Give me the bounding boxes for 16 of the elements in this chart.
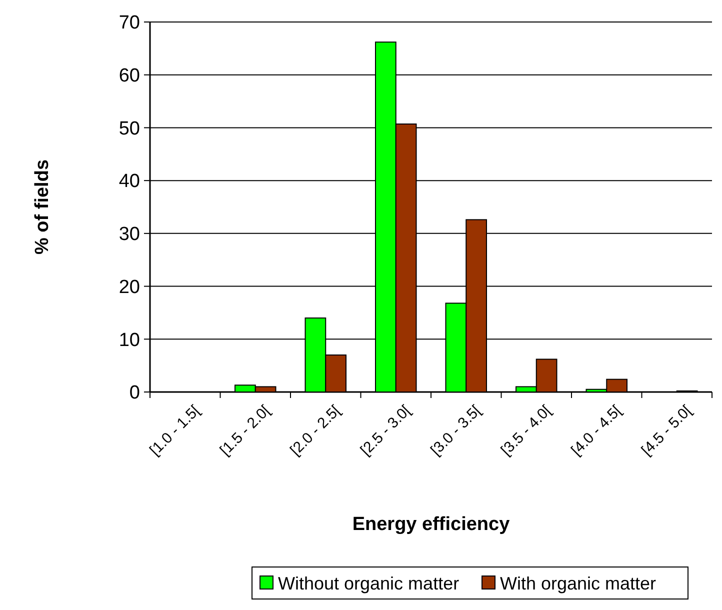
x-tick-label: [3.0 - 3.5[ [428,402,485,460]
legend-label: Without organic matter [278,573,460,594]
y-tick-label: 30 [118,224,140,246]
x-tick-label: [2.0 - 2.5[ [287,402,344,460]
x-axis-title: Energy efficiency [352,514,510,535]
x-tick-label: [1.0 - 1.5[ [146,402,204,460]
y-tick-label: 60 [118,66,140,87]
x-tick-label: [4.0 - 4.5[ [568,402,626,460]
legend-label: With organic matter [500,573,656,594]
y-tick-label: 20 [118,276,140,298]
y-tick-label: 10 [118,330,140,351]
y-tick-label: 70 [118,12,140,34]
y-tick-label: 50 [118,118,140,140]
y-tick-label: 40 [118,171,140,192]
y-tick-label: 0 [129,382,140,404]
y-axis-title: % of fields [32,159,53,255]
